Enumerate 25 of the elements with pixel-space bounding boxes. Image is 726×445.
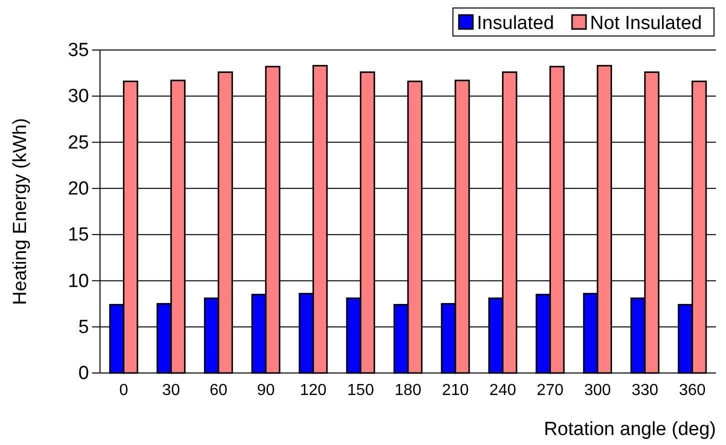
- x-tick-label: 120: [300, 382, 327, 400]
- y-tick-label: 35: [68, 40, 89, 62]
- x-tick-label: 60: [210, 382, 228, 400]
- y-tick-label: 25: [68, 132, 89, 154]
- y-tick-label: 0: [78, 363, 89, 384]
- y-tick-label: 30: [68, 86, 89, 108]
- x-tick-label: 0: [119, 382, 128, 400]
- x-tick-label: 330: [632, 382, 658, 400]
- x-tick-label: 360: [678, 382, 706, 400]
- x-axis-title: Rotation angle (deg): [544, 419, 716, 440]
- y-tick-label: 20: [68, 178, 89, 200]
- x-tick-label: 210: [442, 382, 469, 400]
- y-axis-title: Heating Energy (kWh): [10, 118, 31, 305]
- x-tick-label: 90: [256, 382, 275, 400]
- x-tick-label: 240: [489, 382, 516, 400]
- legend-label: Insulated: [476, 13, 554, 34]
- x-tick-label: 300: [584, 382, 611, 400]
- x-tick-label: 180: [394, 382, 422, 400]
- y-tick-label: 5: [78, 316, 89, 338]
- y-tick-label: 10: [68, 270, 89, 292]
- legend-label: Not Insulated: [590, 13, 702, 34]
- y-tick-label: 15: [68, 224, 89, 246]
- x-tick-label: 30: [162, 382, 180, 400]
- x-tick-label: 270: [536, 382, 564, 400]
- x-tick-label: 150: [347, 382, 374, 400]
